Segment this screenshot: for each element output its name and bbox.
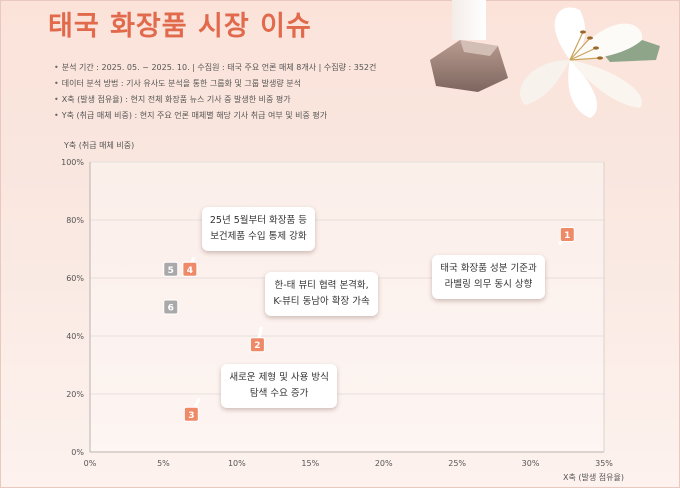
y-tick-label: 0%: [71, 448, 84, 457]
annotation-text-line: 보건제품 수입 통제 강화: [210, 231, 307, 243]
x-tick-label: 30%: [522, 459, 540, 468]
data-point-label: 4: [187, 266, 193, 276]
x-tick-label: 25%: [448, 459, 466, 468]
x-tick-label: 35%: [595, 459, 613, 468]
y-tick-label: 60%: [66, 274, 84, 283]
annotation-callout: 한-태 뷰티 협력 본격화, K-뷰티 동남아 확장 가속: [265, 271, 378, 316]
data-point-label: 5: [168, 266, 174, 276]
data-point-5: [163, 261, 179, 277]
data-point-4: [182, 261, 198, 277]
lily-decoration-image: [430, 0, 660, 118]
x-axis-label: X축 (발생 점유율): [563, 473, 624, 482]
info-period: 분석 기간 : 2025. 05. ~ 2025. 10. | 수집원 : 태국…: [54, 60, 377, 76]
annotation-text-line: 새로운 제형 및 사용 방식: [229, 372, 329, 384]
y-tick-label: 100%: [61, 158, 84, 167]
y-tick-label: 20%: [66, 390, 84, 399]
data-point-3: [183, 406, 199, 422]
annotation-text-line: 라벨링 의무 동시 상향: [444, 278, 533, 290]
x-tick-label: 10%: [228, 459, 246, 468]
x-tick-label: 15%: [301, 459, 319, 468]
annotation-text-line: 태국 화장품 성분 기준과: [440, 262, 537, 274]
data-point-1: [559, 227, 575, 242]
data-point-label: 3: [188, 411, 194, 421]
page-title: 태국 화장품 시장 이슈: [48, 11, 312, 42]
annotation-text-line: 한-태 뷰티 협력 본격화,: [274, 279, 369, 291]
x-tick-label: 5%: [157, 459, 170, 468]
data-point-label: 1: [564, 231, 570, 241]
annotation-text-line: 25년 5월부터 화장품 등: [209, 215, 307, 227]
data-point-6: [163, 299, 179, 315]
info-method: 데이터 분석 방법 : 기사 유사도 분석을 통한 그룹화 및 그룹 발생량 분…: [54, 76, 376, 92]
x-tick-label: 0%: [84, 459, 97, 468]
y-axis-label: Y축 (취급 매체 비중): [64, 141, 135, 150]
data-point-2: [249, 337, 265, 353]
annotation-text-line: K-뷰티 동남아 확장 가속: [273, 295, 370, 307]
info-x-axis: X축 (발생 점유율) : 현지 전체 화장품 뉴스 기사 중 발생한 비중 평…: [54, 92, 376, 108]
data-point-label: 6: [168, 304, 174, 314]
y-tick-label: 80%: [66, 216, 84, 225]
annotation-text-line: 탐색 수요 증가: [249, 388, 309, 400]
info-block: 분석 기간 : 2025. 05. ~ 2025. 10. | 수집원 : 태국…: [54, 60, 377, 124]
data-point-label: 2: [254, 341, 260, 351]
y-tick-label: 40%: [66, 332, 84, 341]
info-y-axis: Y축 (취급 매체 비중) : 현지 주요 언론 매체별 해당 기사 취급 여부…: [54, 108, 376, 124]
x-tick-label: 20%: [375, 459, 393, 468]
